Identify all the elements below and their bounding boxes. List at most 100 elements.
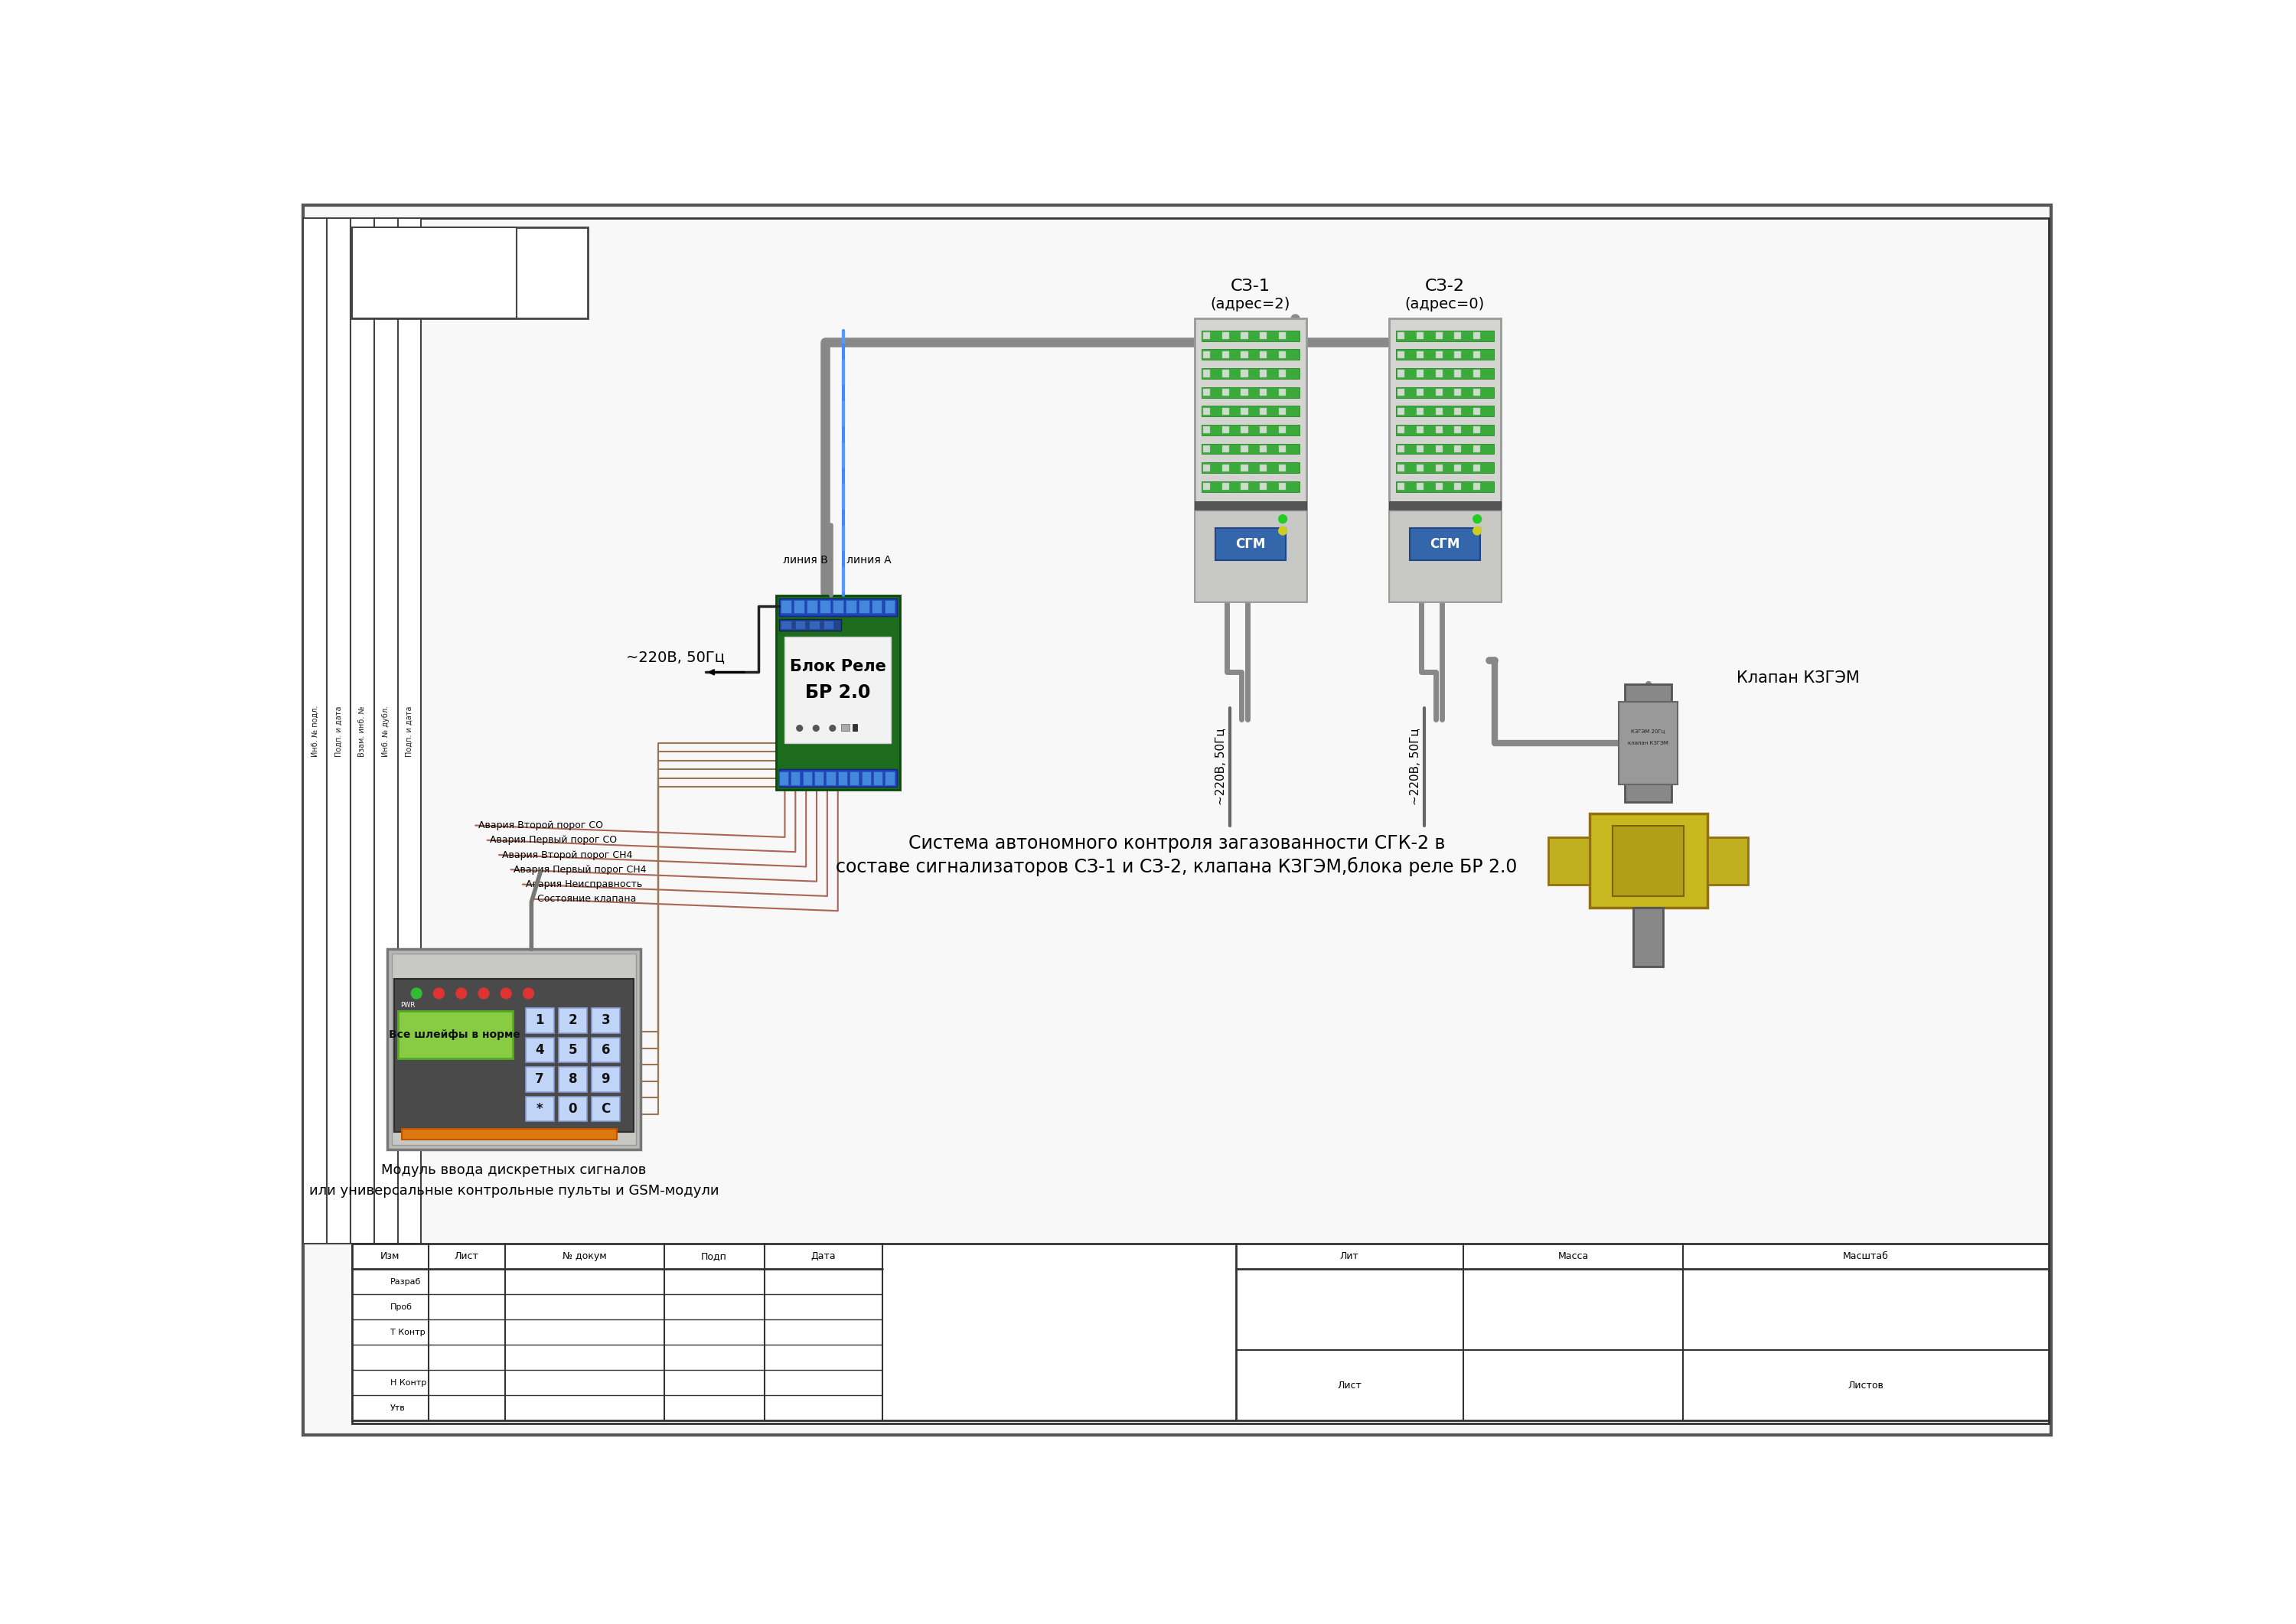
Bar (827, 771, 836, 786)
Text: Взам. инб. №: Взам. инб. № (358, 706, 365, 757)
Text: Инб. № дубл.: Инб. № дубл. (381, 705, 390, 757)
Text: Изм: Изм (381, 1252, 400, 1262)
Bar (1279, 427, 1286, 434)
Bar (794, 601, 804, 614)
Text: Авария Второй порог СО: Авария Второй порог СО (478, 820, 604, 830)
Bar (1417, 445, 1424, 453)
Bar (1389, 510, 1502, 601)
Bar (1203, 388, 1210, 396)
Text: Н Контр: Н Контр (390, 1379, 427, 1387)
Text: КЗГЭМ 20Гц: КЗГЭМ 20Гц (1630, 729, 1665, 734)
Bar (1261, 333, 1267, 339)
Bar (1221, 464, 1228, 471)
Bar (526, 1009, 553, 1033)
Bar (1398, 370, 1405, 377)
Bar (592, 1096, 620, 1121)
Text: Авария Неисправность: Авария Неисправность (526, 879, 643, 890)
Bar (397, 219, 420, 1244)
Bar (402, 1129, 618, 1140)
Bar (1417, 333, 1424, 339)
Text: Листов: Листов (1848, 1380, 1883, 1390)
Bar (558, 1009, 588, 1033)
Bar (1453, 388, 1460, 396)
Bar (1221, 408, 1228, 414)
Bar (1261, 482, 1267, 490)
Text: (адрес=0): (адрес=0) (1405, 297, 1486, 312)
Text: 8: 8 (569, 1072, 576, 1086)
Bar (1279, 408, 1286, 414)
Bar (1548, 838, 1589, 885)
Bar (1474, 427, 1481, 434)
Text: Лист: Лист (455, 1252, 480, 1262)
Bar (1453, 464, 1460, 471)
Bar (1632, 908, 1662, 966)
Bar (785, 637, 891, 742)
Bar (1435, 427, 1442, 434)
Text: Система автономного контроля загазованности СГК-2 в: Система автономного контроля загазованно… (909, 833, 1444, 853)
Bar (1398, 464, 1405, 471)
Bar (1435, 388, 1442, 396)
Bar (558, 1096, 588, 1121)
Bar (1435, 408, 1442, 414)
Circle shape (1279, 526, 1286, 534)
Bar (872, 771, 882, 786)
Bar (804, 771, 813, 786)
Circle shape (1474, 526, 1481, 534)
Bar (1410, 528, 1481, 560)
Bar (303, 219, 326, 1244)
Bar (1203, 351, 1210, 359)
Circle shape (1474, 515, 1481, 523)
Bar (794, 620, 806, 628)
Bar (1396, 387, 1495, 398)
Text: Дата: Дата (810, 1252, 836, 1262)
Text: (адрес=2): (адрес=2) (1210, 297, 1290, 312)
Bar (1240, 482, 1249, 490)
Bar (592, 1038, 620, 1062)
Bar (790, 771, 799, 786)
Bar (1396, 369, 1495, 378)
Text: Блок Реле: Блок Реле (790, 659, 886, 674)
Bar (1279, 388, 1286, 396)
Bar (806, 601, 817, 614)
Text: линия В: линия В (783, 555, 829, 565)
Bar (776, 596, 900, 789)
Bar (1474, 388, 1481, 396)
Bar (1396, 443, 1495, 455)
Bar (1279, 482, 1286, 490)
Bar (859, 601, 870, 614)
Text: ~220В, 50Гц: ~220В, 50Гц (1410, 728, 1421, 806)
Bar (778, 599, 898, 615)
Bar (1240, 370, 1249, 377)
Bar (351, 1244, 2048, 1421)
Bar (592, 1067, 620, 1091)
Text: Подп: Подп (700, 1252, 728, 1262)
Bar (1474, 445, 1481, 453)
Bar (1389, 318, 1502, 601)
Bar (1221, 333, 1228, 339)
Bar (1417, 464, 1424, 471)
Bar (1435, 351, 1442, 359)
Text: Авария Первый порог СО: Авария Первый порог СО (489, 835, 618, 844)
Bar (1221, 370, 1228, 377)
Text: или универсальные контрольные пульты и GSM-модули: или универсальные контрольные пульты и G… (308, 1184, 719, 1197)
Bar (1453, 351, 1460, 359)
Bar (1215, 528, 1286, 560)
Bar (1453, 370, 1460, 377)
Text: клапан КЗГЭМ: клапан КЗГЭМ (1628, 741, 1669, 745)
Bar (1203, 464, 1210, 471)
Bar (1474, 482, 1481, 490)
Text: 5: 5 (569, 1043, 576, 1057)
Circle shape (523, 987, 533, 999)
Bar (1201, 406, 1300, 416)
Text: 2: 2 (567, 1013, 576, 1028)
Bar (1201, 369, 1300, 378)
Text: Модуль ввода дискретных сигналов: Модуль ввода дискретных сигналов (381, 1163, 645, 1177)
Bar (1203, 370, 1210, 377)
Bar (1619, 702, 1678, 784)
Bar (1417, 351, 1424, 359)
Bar (1398, 388, 1405, 396)
Bar (1203, 482, 1210, 490)
Bar (1417, 370, 1424, 377)
Circle shape (411, 987, 422, 999)
Bar (1474, 408, 1481, 414)
